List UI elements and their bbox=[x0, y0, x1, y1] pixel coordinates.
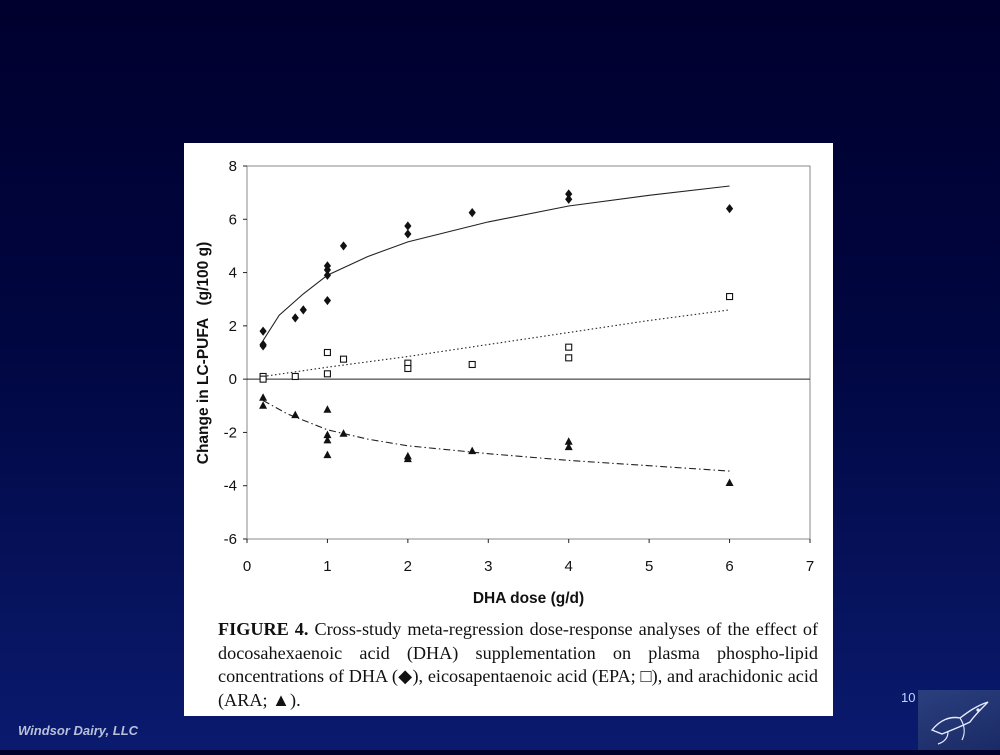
ara-point bbox=[564, 437, 573, 445]
y-tick-label: -6 bbox=[224, 531, 237, 548]
y-tick-label: 8 bbox=[229, 158, 237, 175]
dha-point bbox=[323, 270, 332, 280]
x-tick-label: 0 bbox=[243, 558, 251, 575]
epa-point bbox=[468, 360, 476, 369]
x-tick-label: 1 bbox=[323, 558, 331, 575]
epa-point bbox=[565, 343, 573, 351]
dha-point bbox=[299, 305, 307, 315]
epa-point bbox=[291, 372, 299, 381]
y-tick-label: 2 bbox=[229, 318, 237, 335]
x-tick-label: 7 bbox=[806, 558, 814, 575]
x-tick-label: 6 bbox=[725, 558, 733, 575]
epa-point bbox=[565, 354, 573, 362]
epa-point bbox=[404, 364, 412, 373]
dha-point bbox=[565, 189, 573, 199]
dha-point bbox=[725, 204, 734, 214]
y-axis-title: Change in LC-PUFA (g/100 g) bbox=[195, 242, 212, 464]
epa-fit-line bbox=[263, 309, 730, 378]
ara-point bbox=[725, 478, 734, 487]
y-tick-label: -4 bbox=[224, 478, 237, 495]
dha-point bbox=[404, 229, 412, 239]
dha-point bbox=[259, 341, 267, 351]
ara-point bbox=[323, 435, 332, 444]
epa-point bbox=[259, 375, 267, 383]
dha-point bbox=[323, 295, 332, 306]
x-tick-label: 5 bbox=[645, 558, 653, 575]
caption-label: FIGURE 4. bbox=[218, 619, 309, 639]
ara-point bbox=[468, 446, 477, 455]
x-tick-label: 3 bbox=[484, 558, 492, 575]
x-axis-title: DHA dose (g/d) bbox=[473, 590, 584, 607]
plot-area-frame bbox=[246, 165, 811, 540]
y-tick-label: 6 bbox=[229, 211, 237, 228]
ara-point bbox=[323, 430, 332, 439]
y-tick-label: -2 bbox=[224, 424, 237, 441]
ara-point bbox=[323, 405, 332, 413]
dha-point bbox=[291, 313, 299, 323]
ara-fit-line bbox=[262, 400, 730, 472]
ara-point bbox=[403, 454, 412, 463]
epa-point bbox=[726, 293, 734, 301]
ara-point bbox=[339, 429, 348, 437]
dha-point bbox=[259, 326, 267, 336]
x-tick-label: 2 bbox=[404, 558, 412, 575]
chart: -6 -4 -2 0 2 4 6 8 0 1 2 3 4 5 6 7 DHA dose (g/d) Chang… bbox=[195, 158, 814, 607]
dha-point bbox=[404, 221, 412, 231]
dha-point bbox=[565, 194, 573, 204]
y-tick-label: 0 bbox=[229, 371, 237, 388]
y-tick-label: 4 bbox=[229, 265, 237, 282]
ara-point bbox=[323, 450, 332, 459]
logo bbox=[918, 690, 1000, 750]
figure-caption: FIGURE 4. Cross-study meta-regression do… bbox=[218, 618, 818, 712]
footer-company: Windsor Dairy, LLC bbox=[18, 723, 139, 738]
ara-point bbox=[564, 442, 573, 451]
caption-text: Cross-study meta-regression dose-respons… bbox=[218, 619, 819, 710]
ara-point bbox=[259, 393, 268, 401]
ara-point bbox=[291, 410, 300, 419]
dha-point bbox=[468, 208, 476, 218]
slide-number: 10 bbox=[901, 690, 916, 705]
dha-fit-line bbox=[262, 185, 730, 341]
x-tick-label: 4 bbox=[565, 558, 573, 575]
bird-sketch-icon bbox=[930, 701, 989, 745]
epa-point bbox=[339, 355, 348, 363]
ara-point bbox=[259, 401, 268, 409]
dha-point bbox=[339, 241, 348, 251]
epa-point bbox=[323, 348, 331, 357]
figure-panel: -6 -4 -2 0 2 4 6 8 0 1 2 3 4 5 6 7 DHA dose (g/d) Chang… bbox=[184, 143, 833, 716]
epa-point bbox=[323, 370, 331, 378]
